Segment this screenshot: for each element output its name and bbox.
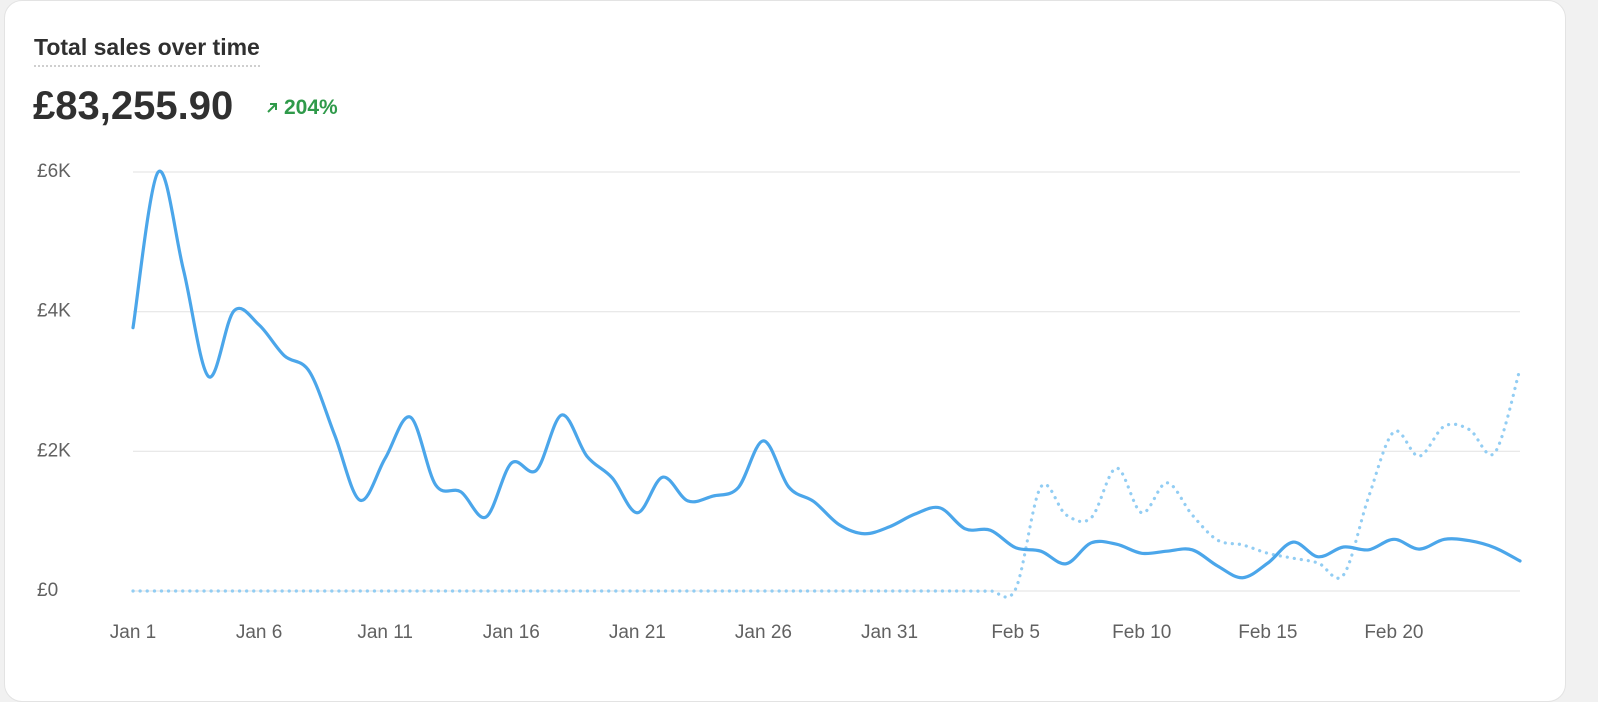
x-tick-label: Jan 31 <box>861 622 918 643</box>
chart: £0 £2K £4K £6K Jan 1 Jan 6 Jan 11 Jan 16 Jan 21 J… <box>37 161 1522 643</box>
x-tick-label: Feb 5 <box>991 622 1040 643</box>
page: Total sales over time £83,255.90 204% £0… <box>4 0 1566 702</box>
x-tick-label: Feb 10 <box>1112 622 1171 643</box>
x-tick-label: Jan 21 <box>609 622 666 643</box>
x-tick-label: Jan 6 <box>236 622 282 643</box>
y-tick-label: £0 <box>37 580 58 601</box>
card <box>4 0 1566 702</box>
y-tick-label: £2K <box>37 440 71 461</box>
x-tick-label: Feb 20 <box>1364 622 1423 643</box>
change-badge: 204% <box>266 96 338 120</box>
y-tick-label: £4K <box>37 301 71 322</box>
chart-title: Total sales over time <box>34 34 260 67</box>
x-tick-label: Jan 1 <box>110 622 156 643</box>
total-sales: £83,255.90 <box>33 84 234 128</box>
up-arrow-icon <box>267 103 277 113</box>
x-tick-label: Jan 26 <box>735 622 792 643</box>
x-tick-label: Feb 15 <box>1238 622 1297 643</box>
x-tick-label: Jan 11 <box>357 622 413 643</box>
comparison-line <box>131 367 1522 599</box>
y-tick-label: £6K <box>37 161 71 182</box>
x-tick-label: Jan 16 <box>483 622 540 643</box>
sales-line <box>131 169 1522 580</box>
change-value: 204% <box>284 96 338 119</box>
